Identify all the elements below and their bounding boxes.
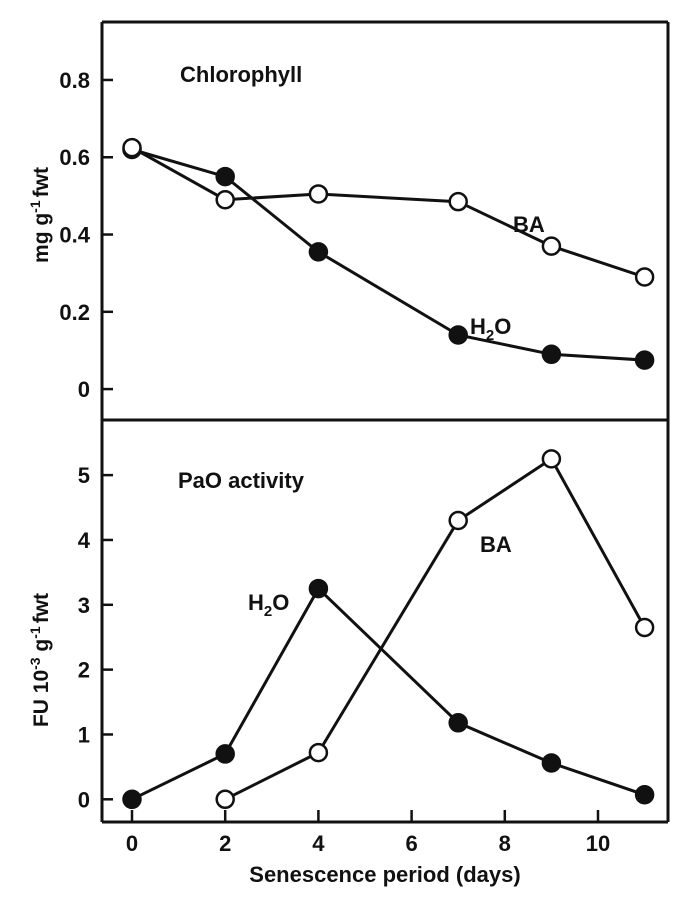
y-tick-label: 2 xyxy=(78,658,90,683)
y-tick-label: 0 xyxy=(78,787,90,812)
series-line-h2o xyxy=(131,586,646,801)
y-tick-label: 5 xyxy=(78,463,90,488)
y-axis-label-chlorophyll: mg g-1 fwt xyxy=(27,167,53,263)
ylabel-pao-sup2: -1 xyxy=(27,626,43,639)
series-line-ba xyxy=(224,456,646,801)
data-point-ba xyxy=(448,191,468,212)
y-tick-label: 0.8 xyxy=(59,68,90,93)
series-line-h2o xyxy=(131,148,645,362)
data-point-ba xyxy=(308,742,329,763)
data-point-h2o xyxy=(541,753,562,773)
data-point-ba xyxy=(215,189,235,210)
x-axis-label: Senescence period (days) xyxy=(249,862,520,887)
data-point-h2o xyxy=(634,785,655,805)
data-point-ba xyxy=(448,510,468,531)
x-tick-label: 10 xyxy=(586,831,610,856)
h2o-label-o: O xyxy=(494,314,511,339)
chlorophyll-series-lines xyxy=(131,146,646,362)
data-point-ba xyxy=(541,236,562,256)
data-point-ba xyxy=(541,449,562,469)
y-tick-label: 0 xyxy=(78,377,90,402)
chlorophyll-panel: Chlorophyll 0 0.2 0.4 0.6 0.8 BA H2O mg g-1 f… xyxy=(27,62,655,402)
data-point-ba xyxy=(634,267,655,287)
y-axis-label-pao: FU 10-3 g-1 fwt xyxy=(27,593,53,727)
ylabel-chl-part3: fwt xyxy=(30,167,53,197)
panel-title-pao: PaO activity xyxy=(178,468,305,493)
ba-label-text: BA xyxy=(513,212,545,237)
data-point-h2o xyxy=(541,344,562,365)
y-tick-label: 0.6 xyxy=(59,145,90,170)
data-point-ba xyxy=(215,789,235,810)
pao-h2o-label-sub: 2 xyxy=(264,603,272,620)
y-tick-label: 1 xyxy=(78,722,90,747)
ylabel-pao-part5: fwt xyxy=(30,593,53,623)
ylabel-pao-sup1: -3 xyxy=(27,657,43,670)
series-label-ba-chlorophyll: BA xyxy=(513,212,545,237)
x-tick-label: 4 xyxy=(312,831,325,856)
y-tick-label: 4 xyxy=(78,528,91,553)
data-point-ba xyxy=(122,137,142,158)
x-tick-label: 8 xyxy=(499,831,511,856)
data-point-h2o xyxy=(448,713,468,733)
x-tick-label: 0 xyxy=(126,831,138,856)
pao-h2o-label-h: H xyxy=(248,590,264,615)
ylabel-pao-part3: g xyxy=(30,639,53,658)
data-point-h2o xyxy=(634,350,655,370)
y-tick-label: 0.2 xyxy=(59,300,90,325)
data-point-ba xyxy=(634,617,655,638)
data-point-h2o xyxy=(308,242,329,262)
series-label-ba-pao: BA xyxy=(480,532,512,557)
data-point-h2o xyxy=(122,789,142,810)
data-point-h2o xyxy=(215,744,235,764)
data-point-h2o xyxy=(448,325,468,345)
pao-x-ticks: 0 2 4 6 8 10 xyxy=(126,810,610,856)
data-point-ba xyxy=(308,184,329,204)
data-point-h2o xyxy=(215,166,235,187)
ylabel-pao-part1: FU 10 xyxy=(30,670,53,727)
pao-ba-label-text: BA xyxy=(480,532,512,557)
pao-markers xyxy=(122,449,655,810)
y-tick-label: 3 xyxy=(78,593,90,618)
series-line-ba xyxy=(131,146,646,279)
y-tick-label: 0.4 xyxy=(59,223,90,248)
chlorophyll-y-ticks: 0 0.2 0.4 0.6 0.8 xyxy=(59,68,113,402)
h2o-label-h: H xyxy=(470,314,486,339)
pao-y-ticks: 0 1 2 3 4 5 xyxy=(78,463,113,812)
ylabel-chl-part1: mg g xyxy=(30,213,53,263)
pao-h2o-label-o: O xyxy=(272,590,289,615)
x-tick-label: 2 xyxy=(219,831,231,856)
data-point-h2o xyxy=(308,578,329,599)
series-label-h2o-chlorophyll: H2O xyxy=(470,314,511,344)
ylabel-chl-sup: -1 xyxy=(27,200,43,213)
x-tick-label: 6 xyxy=(405,831,417,856)
pao-series-lines xyxy=(131,456,646,801)
panel-title-chlorophyll: Chlorophyll xyxy=(180,62,302,87)
chlorophyll-markers xyxy=(122,137,655,370)
h2o-label-sub: 2 xyxy=(486,327,494,344)
series-label-h2o-pao: H2O xyxy=(248,590,289,620)
